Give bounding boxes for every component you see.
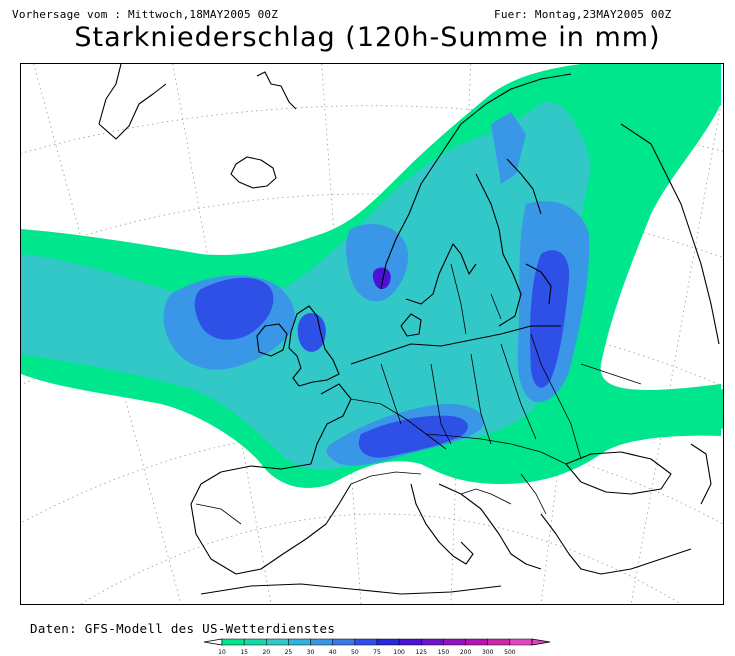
legend-tick-label: 150 (438, 649, 450, 656)
precipitation-map (20, 63, 724, 605)
map-title: Starkniederschlag (120h-Summe in mm) (74, 22, 661, 53)
legend-swatch (487, 638, 511, 646)
legend-tick-label: 25 (285, 649, 293, 656)
forecast-valid-label: Fuer: Montag,23MAY2005 00Z (494, 8, 672, 21)
legend-swatch (310, 638, 333, 646)
legend-swatch (465, 638, 488, 646)
legend-arrow-high (531, 638, 551, 646)
legend-colorbar: 10 15 20 25 30 40 50 75 100 125 150 200 300 500 (203, 638, 551, 656)
legend-tick-label: 20 (262, 649, 270, 656)
map-canvas (21, 64, 723, 604)
legend-tick-label: 200 (460, 649, 472, 656)
legend-swatch (354, 638, 378, 646)
legend-tick-label: 50 (351, 649, 359, 656)
legend-tick-label: 30 (307, 649, 315, 656)
legend-tick-label: 125 (416, 649, 428, 656)
legend-tick-label: 500 (504, 649, 516, 656)
legend-tick-label: 100 (393, 649, 405, 656)
legend-arrow-low (203, 638, 223, 646)
legend-swatch (509, 638, 533, 646)
legend-swatch (243, 638, 267, 646)
legend-tick-label: 75 (373, 649, 381, 656)
legend-tick-label: 300 (482, 649, 494, 656)
political-borders (195, 263, 642, 525)
legend-tick-label: 15 (240, 649, 248, 656)
legend-swatch (443, 638, 466, 646)
legend-swatch (421, 638, 444, 646)
legend-swatch (288, 638, 311, 646)
data-source-label: Daten: GFS-Modell des US-Wetterdienstes (30, 621, 336, 636)
legend-swatch (221, 638, 245, 646)
precipitation-field (21, 64, 723, 488)
legend-tick-label: 10 (218, 649, 226, 656)
legend-swatch (376, 638, 400, 646)
legend-swatch (398, 638, 422, 646)
forecast-issued-label: Vorhersage vom : Mittwoch,18MAY2005 00Z (12, 8, 279, 21)
legend-swatch (332, 638, 356, 646)
coastlines (98, 64, 720, 595)
legend-tick-label: 40 (329, 649, 337, 656)
legend-swatch (266, 638, 289, 646)
legend-svg: 10 15 20 25 30 40 50 75 100 125 150 200 300 500 (203, 638, 551, 656)
